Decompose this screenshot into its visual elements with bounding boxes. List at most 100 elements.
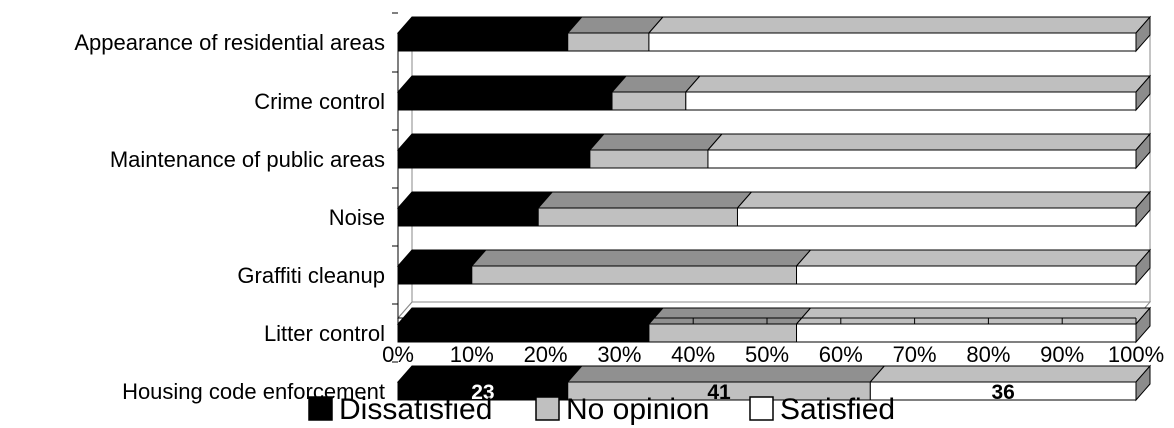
x-tick-label: 60% — [819, 342, 863, 367]
bar-side-face — [1135, 364, 1151, 402]
bar-side-face — [1135, 74, 1151, 112]
bar-segment-no-opinion — [537, 191, 753, 227]
bar-segment-dissatisfied — [396, 75, 628, 111]
category-label: Appearance of residential areas — [74, 30, 385, 55]
bar-segment-dissatisfied — [396, 191, 554, 227]
bar-top-face — [566, 365, 886, 383]
bar-top-face — [396, 307, 665, 325]
bar-segment-dissatisfied — [396, 249, 487, 285]
bars — [396, 15, 1152, 402]
bar-front-face — [589, 149, 709, 169]
bar-segment-no-opinion — [470, 249, 812, 285]
bar-front-face — [567, 32, 650, 52]
legend-label: Dissatisfied — [339, 393, 492, 426]
bar-top-face — [566, 16, 665, 34]
legend-item: Satisfied — [749, 393, 895, 426]
bar-segment-satisfied — [736, 190, 1152, 228]
bar-front-face — [796, 323, 1137, 343]
x-tick-label: 100% — [1108, 342, 1164, 367]
data-label: 23 — [471, 381, 494, 404]
bar-segment-satisfied — [795, 306, 1152, 344]
bar-segment-no-opinion — [566, 365, 886, 401]
bar-segment-dissatisfied — [396, 307, 665, 343]
x-tick-label: 40% — [671, 342, 715, 367]
bar-segment-no-opinion — [647, 307, 812, 343]
bar-front-face — [397, 149, 591, 169]
bar-front-face — [796, 265, 1137, 285]
category-label: Graffiti cleanup — [237, 263, 385, 288]
bar-top-face — [736, 191, 1152, 209]
bar-top-face — [470, 249, 812, 267]
category-axis: Appearance of residential areas Crime con… — [74, 12, 399, 404]
x-axis: 0% 10% 20% 30% 40% 50% 60% 70% 80% 90% 100% — [382, 317, 1164, 367]
legend-label: Satisfied — [780, 393, 895, 426]
bar-top-face — [396, 16, 583, 34]
bar-top-face — [537, 191, 753, 209]
bar-front-face — [471, 265, 798, 285]
bar-top-face — [396, 133, 605, 151]
bar-front-face — [648, 32, 1137, 52]
x-tick-label: 50% — [745, 342, 789, 367]
bar-front-face — [397, 91, 613, 111]
data-label: 36 — [991, 381, 1014, 404]
bar-front-face — [537, 207, 738, 227]
bar-segment-satisfied — [684, 74, 1152, 112]
bar-top-face — [396, 249, 487, 267]
bar-front-face — [397, 207, 539, 227]
bar-top-face — [396, 191, 554, 209]
bar-front-face — [397, 323, 650, 343]
bar-front-face — [648, 323, 798, 343]
legend-item: Dissatisfied — [308, 393, 492, 426]
bar-front-face — [397, 32, 569, 52]
legend: Dissatisfied No opinion Satisfied — [308, 393, 895, 426]
bar-segment-satisfied — [647, 15, 1152, 53]
bar-top-face — [610, 75, 701, 93]
bar-segment-no-opinion — [610, 75, 701, 111]
bar-front-face — [707, 149, 1137, 169]
bar-front-face — [611, 91, 687, 111]
bar-top-face — [869, 365, 1152, 383]
category-label: Crime control — [254, 89, 385, 114]
bar-side-face — [1135, 15, 1151, 53]
bar-side-face — [1135, 132, 1151, 170]
category-label: Maintenance of public areas — [110, 147, 385, 172]
x-tick-label: 80% — [966, 342, 1010, 367]
bar-segment-no-opinion — [566, 16, 665, 52]
x-tick-label: 70% — [893, 342, 937, 367]
bar-segment-satisfied — [706, 132, 1152, 170]
bar-front-face — [736, 207, 1137, 227]
bar-front-face — [397, 265, 473, 285]
bar-side-face — [1135, 190, 1151, 228]
data-label: 41 — [707, 381, 731, 404]
legend-label: No opinion — [566, 393, 709, 426]
bar-segment-dissatisfied — [396, 16, 583, 52]
bar-top-face — [647, 307, 812, 325]
bar-top-face — [706, 133, 1152, 151]
legend-swatch — [535, 396, 560, 421]
bar-segment-no-opinion — [588, 133, 724, 169]
bar-side-face — [1135, 306, 1151, 344]
category-label: Noise — [329, 205, 385, 230]
category-label: Litter control — [264, 321, 385, 346]
category-label: Housing code enforcement — [122, 379, 385, 404]
bar-top-face — [396, 75, 628, 93]
bar-segment-satisfied — [795, 248, 1152, 286]
x-tick-label: 20% — [524, 342, 568, 367]
bar-top-face — [795, 249, 1152, 267]
bar-side-face — [1135, 248, 1151, 286]
bar-front-face — [685, 91, 1137, 111]
bar-top-face — [795, 307, 1152, 325]
bar-top-face — [684, 75, 1152, 93]
bar-top-face — [647, 16, 1152, 34]
legend-item: No opinion — [535, 393, 709, 426]
legend-swatch — [749, 396, 774, 421]
legend-swatch — [308, 396, 333, 421]
x-tick-label: 10% — [450, 342, 494, 367]
data-labels: 23 41 36 — [471, 381, 1015, 404]
x-tick-label: 0% — [382, 342, 414, 367]
bar-top-face — [396, 365, 583, 383]
bar-top-face — [588, 133, 724, 151]
x-tick-label: 30% — [597, 342, 641, 367]
